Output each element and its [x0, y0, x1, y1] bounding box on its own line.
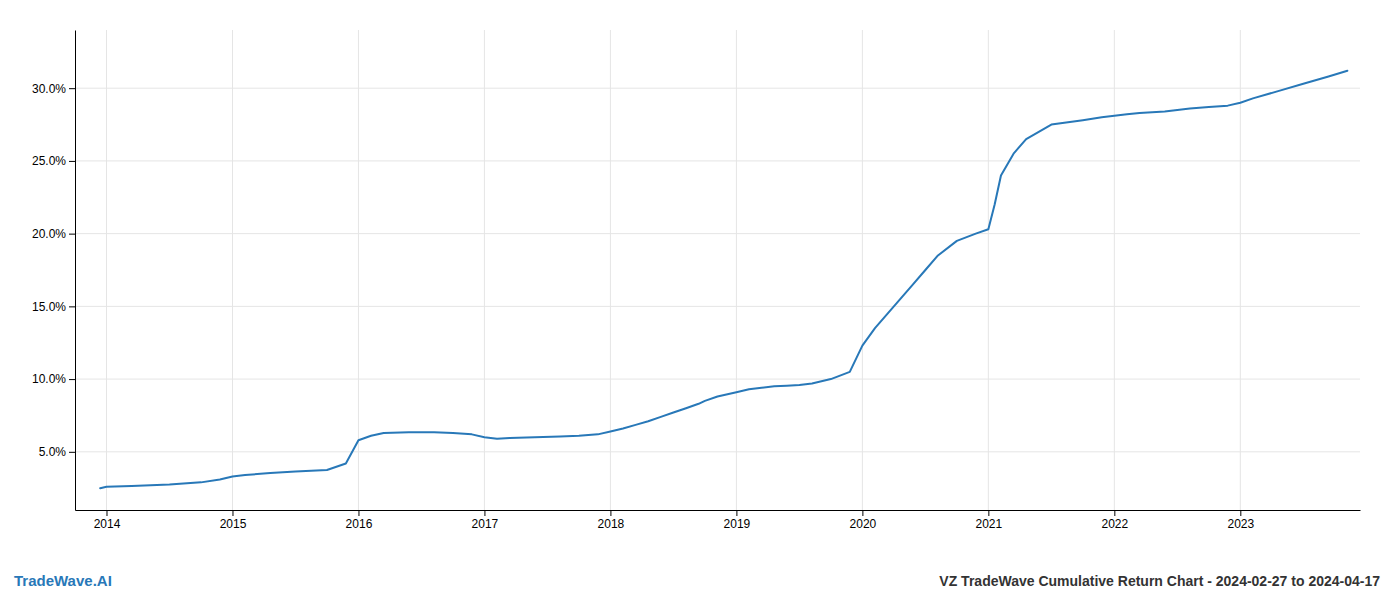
x-tick-mark: [106, 510, 107, 516]
title: VZ TradeWave Cumulative Return Chart - 2…: [939, 573, 1380, 589]
x-tick: 2016: [346, 510, 373, 531]
y-tick-label: 15.0%: [32, 300, 66, 314]
grid-line-x: [358, 30, 359, 510]
grid-line-y: [75, 379, 1360, 380]
grid-line-y: [75, 233, 1360, 234]
y-tick: 20.0%: [32, 227, 75, 241]
x-tick-mark: [988, 510, 989, 516]
line: [100, 71, 1347, 488]
x-tick-label: 2022: [1101, 517, 1128, 531]
x-tick: 2021: [976, 510, 1003, 531]
grid-line-y: [75, 306, 1360, 307]
x-tick-label: 2021: [976, 517, 1003, 531]
grid-line-x: [106, 30, 107, 510]
x-tick-mark: [232, 510, 233, 516]
x-tick: 2023: [1227, 510, 1254, 531]
grid-line-y: [75, 88, 1360, 89]
grid-line-x: [988, 30, 989, 510]
grid-line-y: [75, 160, 1360, 161]
chart-svg: 2014 2015 2016 2017 2018 2019 2020 2021 2022 2023…: [0, 0, 1400, 600]
y-tick-mark: [69, 452, 75, 453]
y-tick: 15.0%: [32, 300, 75, 314]
x-tick-label: 2018: [598, 517, 625, 531]
y-tick-mark: [69, 161, 75, 162]
y-tick: 30.0%: [32, 82, 75, 96]
x-tick: 2017: [472, 510, 499, 531]
y-tick-label: 5.0%: [39, 445, 67, 459]
y-tick-label: 20.0%: [32, 227, 66, 241]
x-tick: 2020: [850, 510, 877, 531]
x-tick-label: 2023: [1227, 517, 1254, 531]
grid-line-x: [862, 30, 863, 510]
x-tick-label: 2016: [346, 517, 373, 531]
x-tick: 2015: [220, 510, 247, 531]
y-axis-line: [75, 31, 76, 511]
x-tick-label: 2019: [724, 517, 751, 531]
y-tick: 5.0%: [39, 445, 75, 459]
chart-container: 2014 2015 2016 2017 2018 2019 2020 2021 2022 2023…: [0, 0, 1400, 600]
x-tick-label: 2017: [472, 517, 499, 531]
x-tick: 2022: [1101, 510, 1128, 531]
y-tick-label: 10.0%: [32, 372, 66, 386]
x-tick-mark: [484, 510, 485, 516]
x-tick-label: 2014: [94, 517, 121, 531]
y-tick-label: 25.0%: [32, 154, 66, 168]
x-tick-mark: [358, 510, 359, 516]
grid-line-x: [610, 30, 611, 510]
y-tick-mark: [69, 88, 75, 89]
y-tick-mark: [69, 234, 75, 235]
x-tick-mark: [1114, 510, 1115, 516]
x-axis: 2014 2015 2016 2017 2018 2019 2020 2021 2022 2023: [76, 510, 1361, 531]
grid: [75, 30, 1360, 510]
x-tick: 2019: [724, 510, 751, 531]
grid-line-y: [75, 451, 1360, 452]
grid-line-x: [736, 30, 737, 510]
x-tick-label: 2020: [850, 517, 877, 531]
x-tick-mark: [1240, 510, 1241, 516]
x-tick-mark: [736, 510, 737, 516]
x-tick-mark: [610, 510, 611, 516]
plot-area: [100, 71, 1347, 488]
x-tick: 2018: [598, 510, 625, 531]
grid-line-x: [232, 30, 233, 510]
x-axis-line: [76, 510, 1361, 511]
y-tick: 10.0%: [32, 372, 75, 386]
y-tick: 25.0%: [32, 154, 75, 168]
x-tick-mark: [862, 510, 863, 516]
y-axis: 5.0% 10.0% 15.0% 20.0% 25.0% 30.0%: [32, 31, 76, 511]
grid-line-x: [1114, 30, 1115, 510]
x-tick: 2014: [94, 510, 121, 531]
y-tick-mark: [69, 379, 75, 380]
y-tick-mark: [69, 306, 75, 307]
x-tick-label: 2015: [220, 517, 247, 531]
y-tick-label: 30.0%: [32, 82, 66, 96]
annotation: TradeWave.AI: [14, 572, 112, 589]
